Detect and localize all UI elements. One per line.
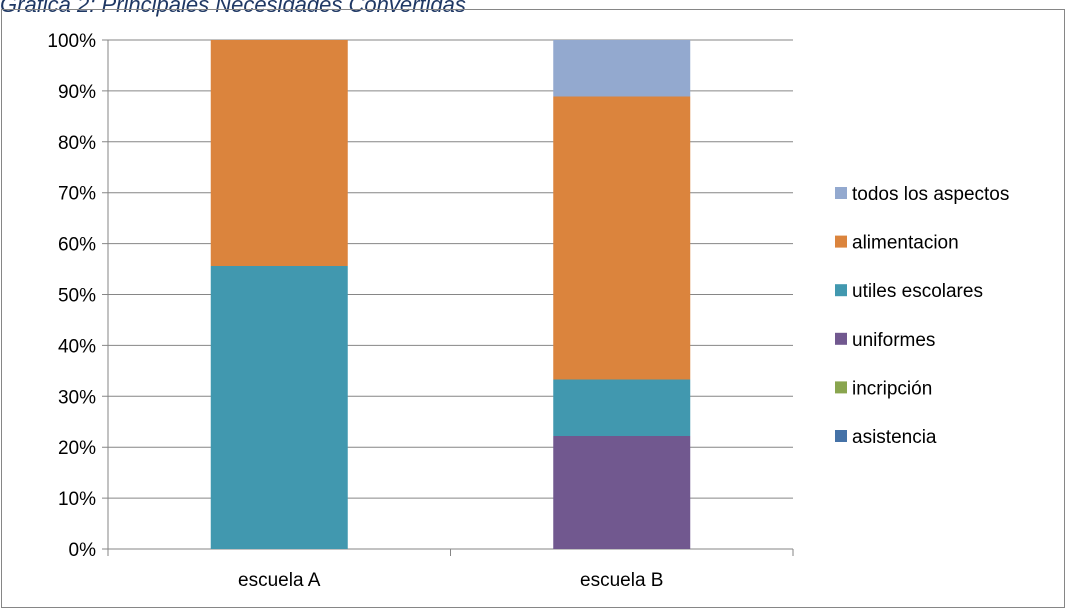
y-tick-label: 70% — [58, 184, 96, 205]
y-tick-label: 50% — [58, 286, 96, 307]
y-tick-label: 100% — [47, 31, 96, 52]
y-tick-label: 80% — [58, 133, 96, 154]
legend-label: uniformes — [852, 330, 935, 351]
legend-label: incripción — [852, 378, 932, 399]
y-tick-label: 10% — [58, 489, 96, 510]
bar-utiles-escolares — [210, 265, 348, 549]
legend-label: todos los aspectos — [852, 184, 1009, 205]
legend-label: alimentacion — [852, 233, 959, 254]
y-tick-label: 0% — [69, 540, 97, 561]
y-tick-label: 30% — [58, 387, 96, 408]
bar-todos-los-aspectos — [553, 40, 691, 97]
bar-alimentacion — [553, 96, 691, 380]
legend-swatch — [835, 430, 847, 442]
legend-swatch — [835, 381, 847, 394]
bar-utiles-escolares — [553, 379, 691, 437]
legend-swatch — [835, 235, 847, 248]
legend-swatch — [835, 187, 847, 199]
x-tick-label: escuela B — [580, 570, 663, 591]
bar-alimentacion — [210, 40, 348, 266]
legend-label: asistencia — [852, 427, 937, 448]
chart-title: Grafica 2: Principales Necesidades Conve… — [0, 0, 466, 17]
y-tick-label: 40% — [58, 336, 96, 357]
legend-swatch — [835, 284, 847, 297]
y-tick-label: 20% — [58, 438, 96, 459]
x-tick-label: escuela A — [238, 570, 321, 591]
y-tick-label: 90% — [58, 82, 96, 103]
legend-label: utiles escolares — [852, 281, 983, 302]
chart-frame — [1, 9, 1065, 608]
legend-swatch — [835, 332, 847, 345]
y-tick-label: 60% — [58, 235, 96, 256]
bar-uniformes — [553, 436, 691, 549]
